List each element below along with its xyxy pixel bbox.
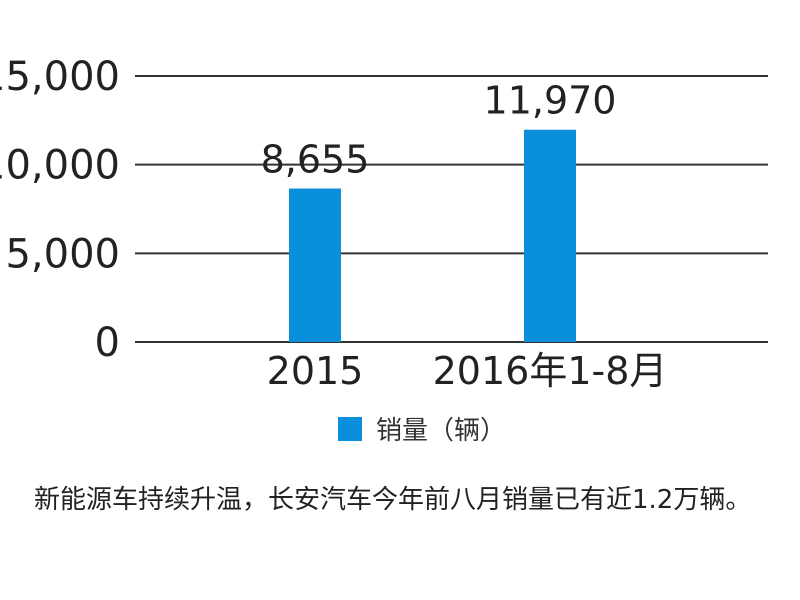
caption-text: 新能源车持续升温，长安汽车今年前八月销量已有近1.2万辆。 (34, 485, 752, 515)
y-tick-label: 5,000 (5, 231, 120, 277)
legend-label: 销量（辆） (376, 416, 507, 446)
legend-swatch (338, 416, 362, 441)
y-tick-label: 0 (95, 320, 120, 366)
bar (524, 129, 576, 342)
bar-chart: 0 5,000 10,000 15,000 8,655 2015 11,970 2016年1-… (0, 54, 768, 393)
y-tick-label: 10,000 (0, 143, 120, 189)
category-label: 2015 (267, 349, 364, 393)
y-tick-label: 15,000 (0, 54, 120, 100)
data-label: 8,655 (261, 138, 370, 182)
chart-svg: 0 5,000 10,000 15,000 8,655 2015 11,970 2016年1-… (0, 54, 768, 393)
data-label: 11,970 (484, 79, 617, 123)
category-label: 2016年1-8月 (433, 349, 668, 393)
bar (289, 188, 341, 342)
legend: 销量（辆） (338, 410, 506, 447)
